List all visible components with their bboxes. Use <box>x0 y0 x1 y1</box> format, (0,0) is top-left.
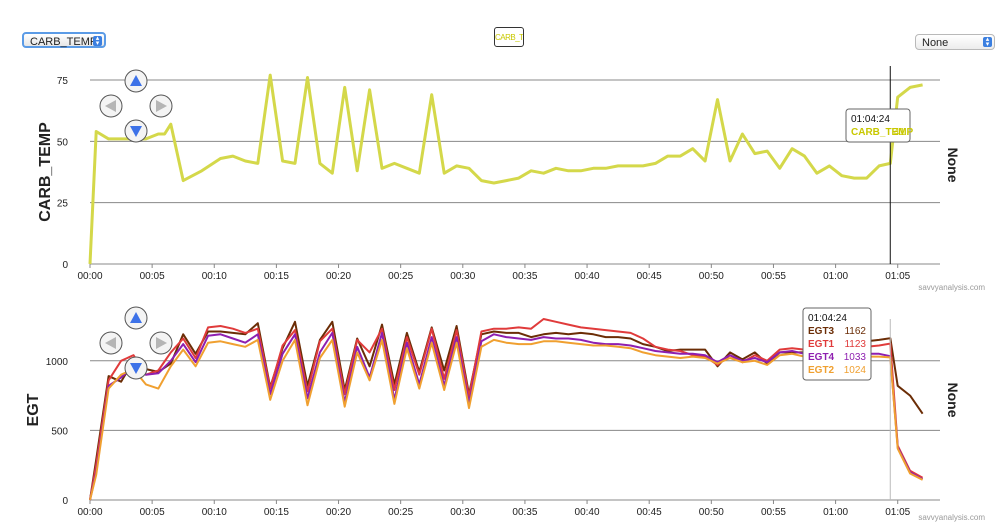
x-tick-label: 00:50 <box>699 507 724 518</box>
tooltip-series-value: 1162 <box>844 326 866 337</box>
chart-panel-0: 0 25 50 75 00:00 00:05 00:10 00:15 00:20 00:25 00:… <box>37 66 961 282</box>
x-tick-label: 00:05 <box>140 507 165 518</box>
tooltip: 01:04:24 EGT3 1162 EGT1 1123 EGT4 1033 EGT2 1024 <box>802 307 872 381</box>
x-tick-label: 00:30 <box>450 271 475 282</box>
pan-up-icon[interactable] <box>124 69 148 93</box>
y-tick-label: 25 <box>57 199 69 210</box>
series-line-egt2 <box>89 338 924 501</box>
right-axis-label: None <box>945 148 961 183</box>
watermark: savvyanalysis.com <box>918 283 985 292</box>
x-tick-label: 01:00 <box>823 507 848 518</box>
y-tick-label: 50 <box>57 137 69 148</box>
tooltip-series-name: EGT4 <box>808 352 835 363</box>
x-tick-label: 00:10 <box>202 507 227 518</box>
x-tick-label: 00:25 <box>388 271 413 282</box>
x-tick-label: 00:35 <box>512 507 537 518</box>
y-tick-label: 75 <box>57 76 69 87</box>
left-axis-select[interactable]: CARB_TEMP ▴ ▾ <box>22 32 106 48</box>
pan-arrow-glyph <box>130 312 142 323</box>
pan-arrow-glyph <box>105 100 116 112</box>
y-tick-label: 500 <box>51 426 68 437</box>
pan-arrow-glyph <box>130 363 142 374</box>
x-tick-label: 00:20 <box>326 271 351 282</box>
pan-arrow-glyph <box>105 337 116 349</box>
tooltip-series-value: 1123 <box>844 339 866 350</box>
x-tick-label: 00:05 <box>140 271 165 282</box>
pan-arrow-glyph <box>130 75 142 86</box>
x-tick-label: 01:05 <box>885 271 910 282</box>
tooltip-series-value: 1033 <box>844 352 867 363</box>
x-tick-label: 00:10 <box>202 271 227 282</box>
x-tick-label: 00:45 <box>637 507 662 518</box>
series-line-egt1 <box>89 318 924 501</box>
pan-controls[interactable] <box>99 69 173 143</box>
x-tick-label: 00:00 <box>77 271 102 282</box>
right-axis-select[interactable]: None ▴ ▾ <box>915 34 995 50</box>
tooltip-series-value: 41 <box>894 127 906 138</box>
pan-arrow-glyph <box>156 100 167 112</box>
pan-right-icon[interactable] <box>149 331 173 355</box>
right-axis-label: None <box>945 383 961 418</box>
y-axis-title: CARB_TEMP <box>37 122 54 222</box>
tooltip-box <box>802 307 872 381</box>
tooltip-series-name: EGT3 <box>808 326 835 337</box>
x-tick-label: 00:00 <box>77 507 102 518</box>
pan-left-icon[interactable] <box>99 94 123 118</box>
x-tick-label: 00:25 <box>388 507 413 518</box>
pan-right-icon[interactable] <box>149 94 173 118</box>
tooltip-series-name: EGT1 <box>808 339 835 350</box>
tooltip-series-name: CARB_TEMP <box>851 127 914 138</box>
watermark: savvyanalysis.com <box>918 513 985 522</box>
series-line-carb_temp <box>88 73 923 265</box>
x-tick-label: 00:55 <box>761 507 786 518</box>
pan-arrow-glyph <box>130 126 142 137</box>
x-tick-label: 00:50 <box>699 271 724 282</box>
x-tick-label: 00:45 <box>637 271 662 282</box>
x-tick-label: 00:15 <box>264 507 289 518</box>
pan-down-icon[interactable] <box>124 356 148 380</box>
x-tick-label: 01:00 <box>823 271 848 282</box>
legend-chip[interactable]: CARB_TEMP <box>494 27 524 47</box>
tooltip-time: 01:04:24 <box>808 313 847 324</box>
y-tick-label: 0 <box>62 260 68 271</box>
y-axis-title: EGT <box>25 393 42 426</box>
x-tick-label: 00:40 <box>575 271 600 282</box>
pan-down-icon[interactable] <box>124 119 148 143</box>
x-tick-label: 00:20 <box>326 507 351 518</box>
tooltip-series-value: 1024 <box>844 365 867 376</box>
x-tick-label: 00:40 <box>575 507 600 518</box>
select-chevron-icon: ▴ ▾ <box>93 35 102 47</box>
legend-chip-label: CARB_TEMP <box>495 33 524 42</box>
right-axis-select-value: None <box>922 37 949 49</box>
y-tick-label: 0 <box>62 496 68 507</box>
pan-arrow-glyph <box>156 337 167 349</box>
pan-up-icon[interactable] <box>124 306 148 330</box>
y-tick-label: 1000 <box>46 357 69 368</box>
tooltip-series-name: EGT2 <box>808 365 835 376</box>
x-tick-label: 00:35 <box>512 271 537 282</box>
chart-panel-1: 0 500 1000 00:00 00:05 00:10 00:15 00:20 00:25 00… <box>25 306 961 518</box>
tooltip-box <box>845 108 911 143</box>
x-tick-label: 00:55 <box>761 271 786 282</box>
x-tick-label: 01:05 <box>885 507 910 518</box>
pan-controls[interactable] <box>99 306 173 380</box>
series-line-egt4 <box>89 331 924 501</box>
left-axis-select-value: CARB_TEMP <box>30 36 98 48</box>
pan-left-icon[interactable] <box>99 331 123 355</box>
x-tick-label: 00:30 <box>450 507 475 518</box>
select-chevron-icon: ▴ ▾ <box>983 36 992 48</box>
tooltip-time: 01:04:24 <box>851 114 890 125</box>
x-tick-label: 00:15 <box>264 271 289 282</box>
